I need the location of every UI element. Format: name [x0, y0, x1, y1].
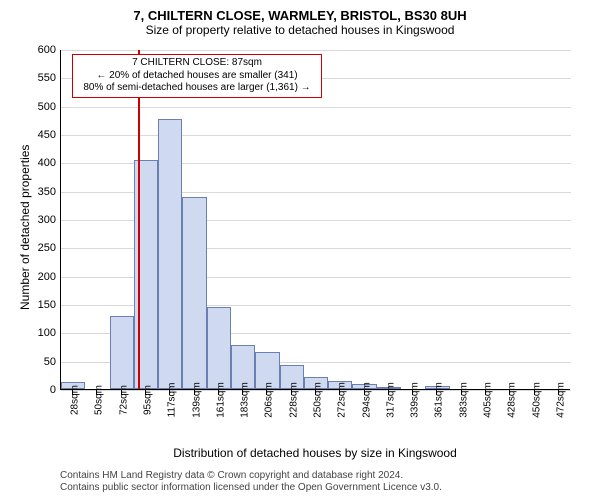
footer-attribution: Contains HM Land Registry data © Crown c…: [60, 470, 442, 494]
property-marker-line: [138, 50, 140, 389]
annotation-line: 80% of semi-detached houses are larger (…: [77, 82, 317, 95]
y-tick-label: 500: [28, 101, 56, 113]
x-tick-label: 228sqm: [288, 382, 299, 418]
x-tick-label: 161sqm: [215, 382, 226, 418]
x-tick-label: 206sqm: [264, 382, 275, 418]
x-tick-label: 294sqm: [361, 382, 372, 418]
plot-area: [60, 50, 570, 390]
y-tick-label: 200: [28, 271, 56, 283]
x-tick-label: 72sqm: [118, 385, 129, 415]
x-tick-label: 95sqm: [143, 385, 154, 415]
footer-line-1: Contains HM Land Registry data © Crown c…: [60, 470, 442, 482]
y-axis-label: Number of detached properties: [18, 145, 32, 310]
y-tick-label: 100: [28, 327, 56, 339]
y-tick-label: 400: [28, 157, 56, 169]
histogram-chart: 0 50 100 150 200 250 300 350 400 450 500 550 600 28sq…: [0, 0, 600, 500]
x-tick-label: 472sqm: [555, 382, 566, 418]
x-tick-label: 428sqm: [507, 382, 518, 418]
histogram-bar: [158, 119, 182, 389]
histogram-bar: [182, 197, 206, 389]
x-tick-label: 450sqm: [531, 382, 542, 418]
y-tick-label: 550: [28, 72, 56, 84]
y-tick-label: 600: [28, 44, 56, 56]
x-axis-label: Distribution of detached houses by size …: [60, 446, 570, 460]
x-tick-label: 317sqm: [385, 382, 396, 418]
y-tick-label: 450: [28, 129, 56, 141]
x-tick-label: 383sqm: [458, 382, 469, 418]
y-tick-label: 250: [28, 242, 56, 254]
histogram-bar: [110, 316, 134, 389]
x-tick-label: 28sqm: [70, 385, 81, 415]
x-tick-label: 250sqm: [313, 382, 324, 418]
y-tick-label: 350: [28, 186, 56, 198]
x-tick-label: 272sqm: [337, 382, 348, 418]
y-tick-label: 0: [28, 384, 56, 396]
histogram-bar: [207, 307, 231, 389]
x-tick-label: 405sqm: [483, 382, 494, 418]
annotation-box: 7 CHILTERN CLOSE: 87sqm← 20% of detached…: [72, 54, 322, 98]
x-tick-label: 183sqm: [240, 382, 251, 418]
x-tick-label: 50sqm: [94, 385, 105, 415]
annotation-line: ← 20% of detached houses are smaller (34…: [77, 70, 317, 83]
footer-line-2: Contains public sector information licen…: [60, 482, 442, 494]
y-tick-label: 150: [28, 299, 56, 311]
x-tick-label: 117sqm: [167, 383, 178, 418]
x-tick-label: 361sqm: [434, 382, 445, 418]
x-tick-label: 139sqm: [191, 382, 202, 418]
y-tick-label: 300: [28, 214, 56, 226]
annotation-line: 7 CHILTERN CLOSE: 87sqm: [77, 57, 317, 70]
y-tick-label: 50: [28, 356, 56, 368]
x-tick-label: 339sqm: [410, 382, 421, 418]
